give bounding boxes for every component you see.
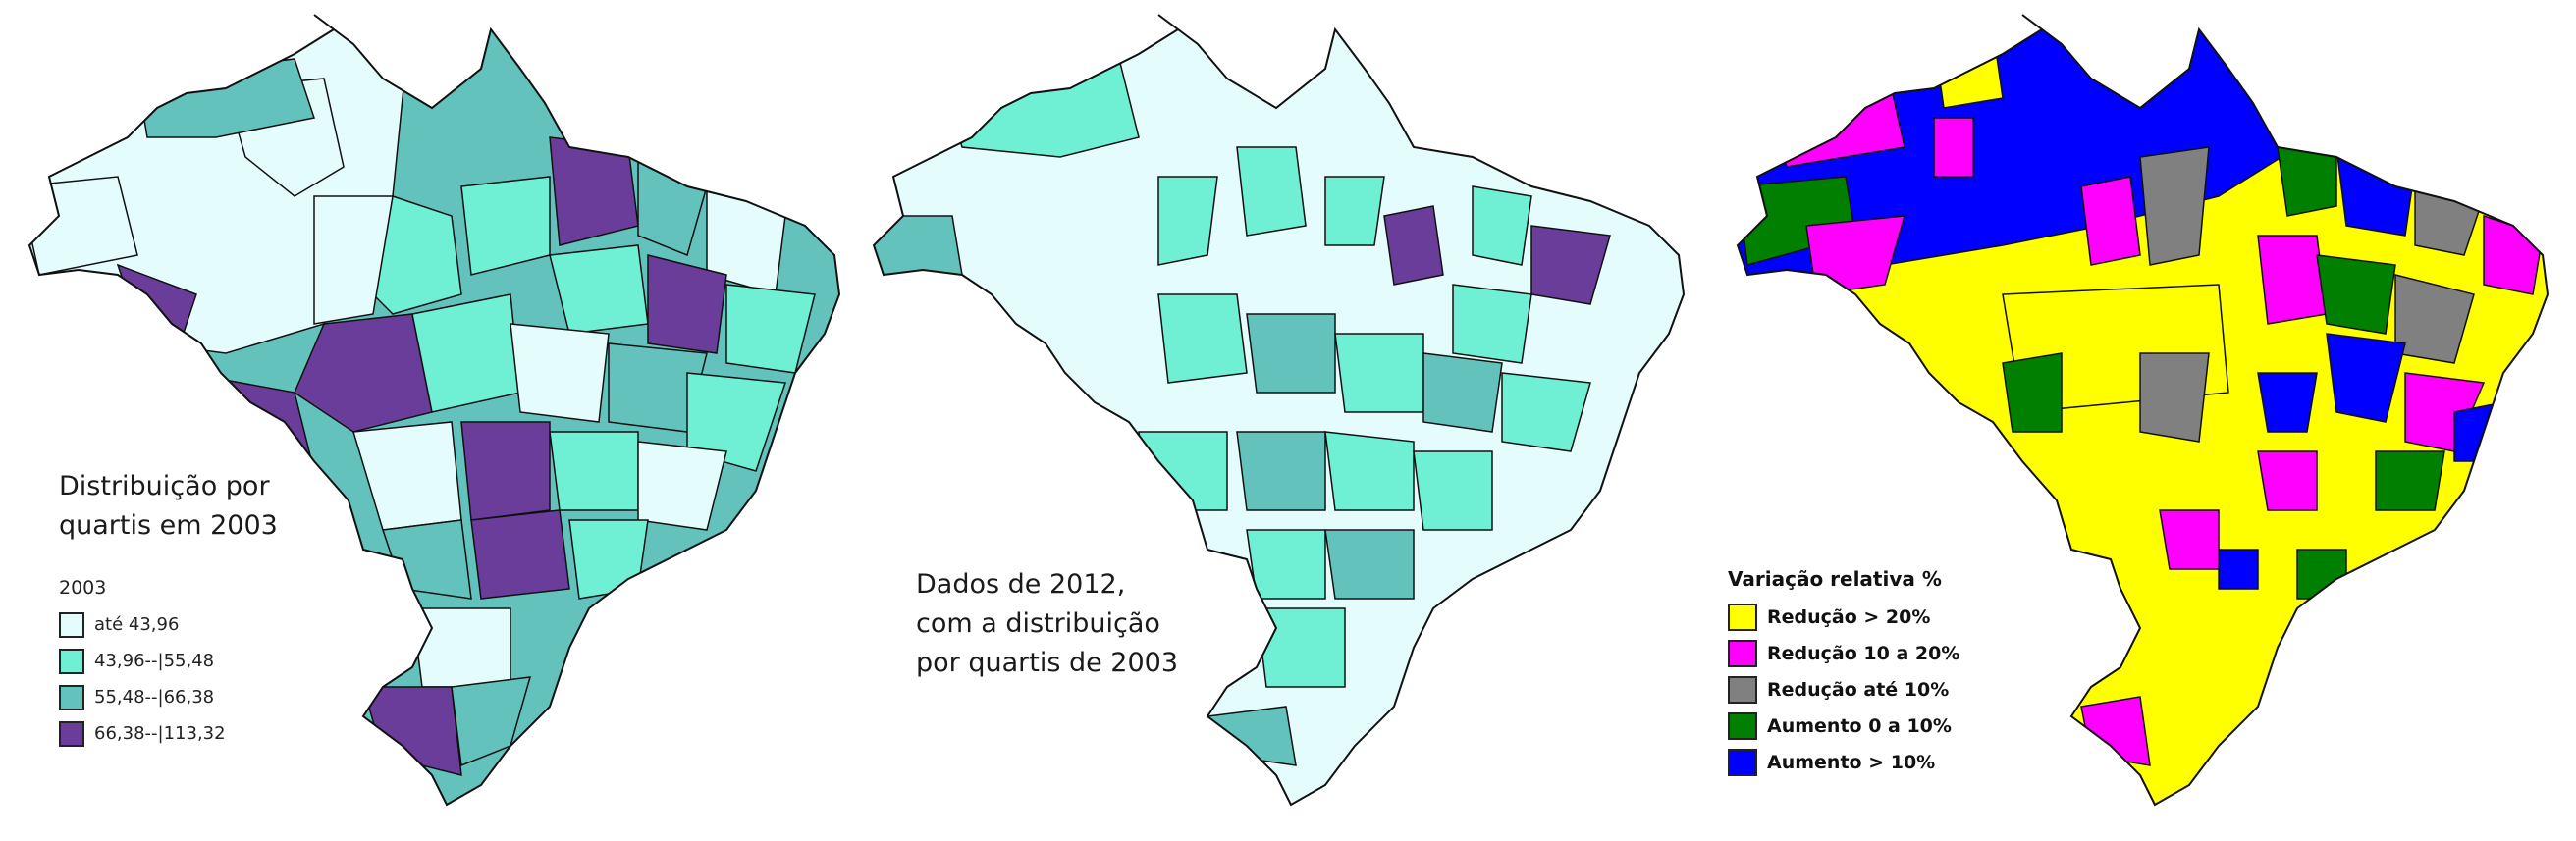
legend-item: 66,38--|113,32 <box>59 715 226 752</box>
caption-line: quartis em 2003 <box>59 510 278 541</box>
legend-swatch <box>1728 639 1757 667</box>
legend-label: Aumento > 10% <box>1767 751 1936 773</box>
legend-item: até 43,96 <box>59 606 226 643</box>
legend-swatch <box>59 684 84 710</box>
caption-line: por quartis de 2003 <box>916 648 1179 678</box>
legend-label: 55,48--|66,38 <box>94 687 215 708</box>
map-panel-2012 <box>864 0 1708 841</box>
legend-item: 43,96--|55,48 <box>59 643 226 679</box>
legend-variation: Variação relativa % Redução > 20% Reduçã… <box>1728 567 1959 780</box>
legend-title: 2003 <box>59 577 107 599</box>
legend-swatch <box>1728 603 1757 631</box>
brazil-map-2012 <box>873 14 1685 806</box>
brazil-map-variation <box>1737 14 2549 806</box>
legend-label: Redução > 20% <box>1767 605 1931 628</box>
legend-label: Redução até 10% <box>1767 678 1950 701</box>
legend-label: 43,96--|55,48 <box>94 651 215 671</box>
legend-swatch <box>59 720 84 747</box>
map-panel-variation: Variação relativa % Redução > 20% Reduçã… <box>1708 0 2576 841</box>
legend-label: Aumento 0 a 10% <box>1767 714 1952 737</box>
map-caption-2003: Distribuição por quartis em 2003 <box>59 467 278 546</box>
legend-item: 55,48--|66,38 <box>59 679 226 715</box>
map-panel-2003: Distribuição por quartis em 2003 2003 at… <box>0 0 864 841</box>
brazil-map-2003 <box>28 14 840 806</box>
legend-swatch <box>59 648 84 674</box>
legend-item: Aumento 0 a 10% <box>1728 708 1959 744</box>
legend-label: Redução 10 a 20% <box>1767 642 1960 664</box>
legend-2003: 2003 até 43,96 43,96--|55,48 55,48--|66,… <box>59 577 226 752</box>
legend-swatch <box>1728 748 1757 776</box>
legend-label: até 43,96 <box>94 614 180 635</box>
caption-line: com a distribuição <box>916 608 1160 639</box>
legend-swatch <box>1728 711 1757 740</box>
legend-title: Variação relativa % <box>1728 567 1942 591</box>
legend-item: Aumento > 10% <box>1728 744 1959 780</box>
legend-item: Redução até 10% <box>1728 671 1959 708</box>
legend-swatch <box>1728 675 1757 704</box>
map-caption-2012: Dados de 2012, com a distribuição por qu… <box>916 565 1178 683</box>
legend-swatch <box>59 611 84 638</box>
caption-line: Distribuição por <box>59 471 270 501</box>
legend-item: Redução 10 a 20% <box>1728 635 1959 671</box>
caption-line: Dados de 2012, <box>916 569 1126 600</box>
legend-label: 66,38--|113,32 <box>94 723 226 744</box>
legend-item: Redução > 20% <box>1728 599 1959 635</box>
